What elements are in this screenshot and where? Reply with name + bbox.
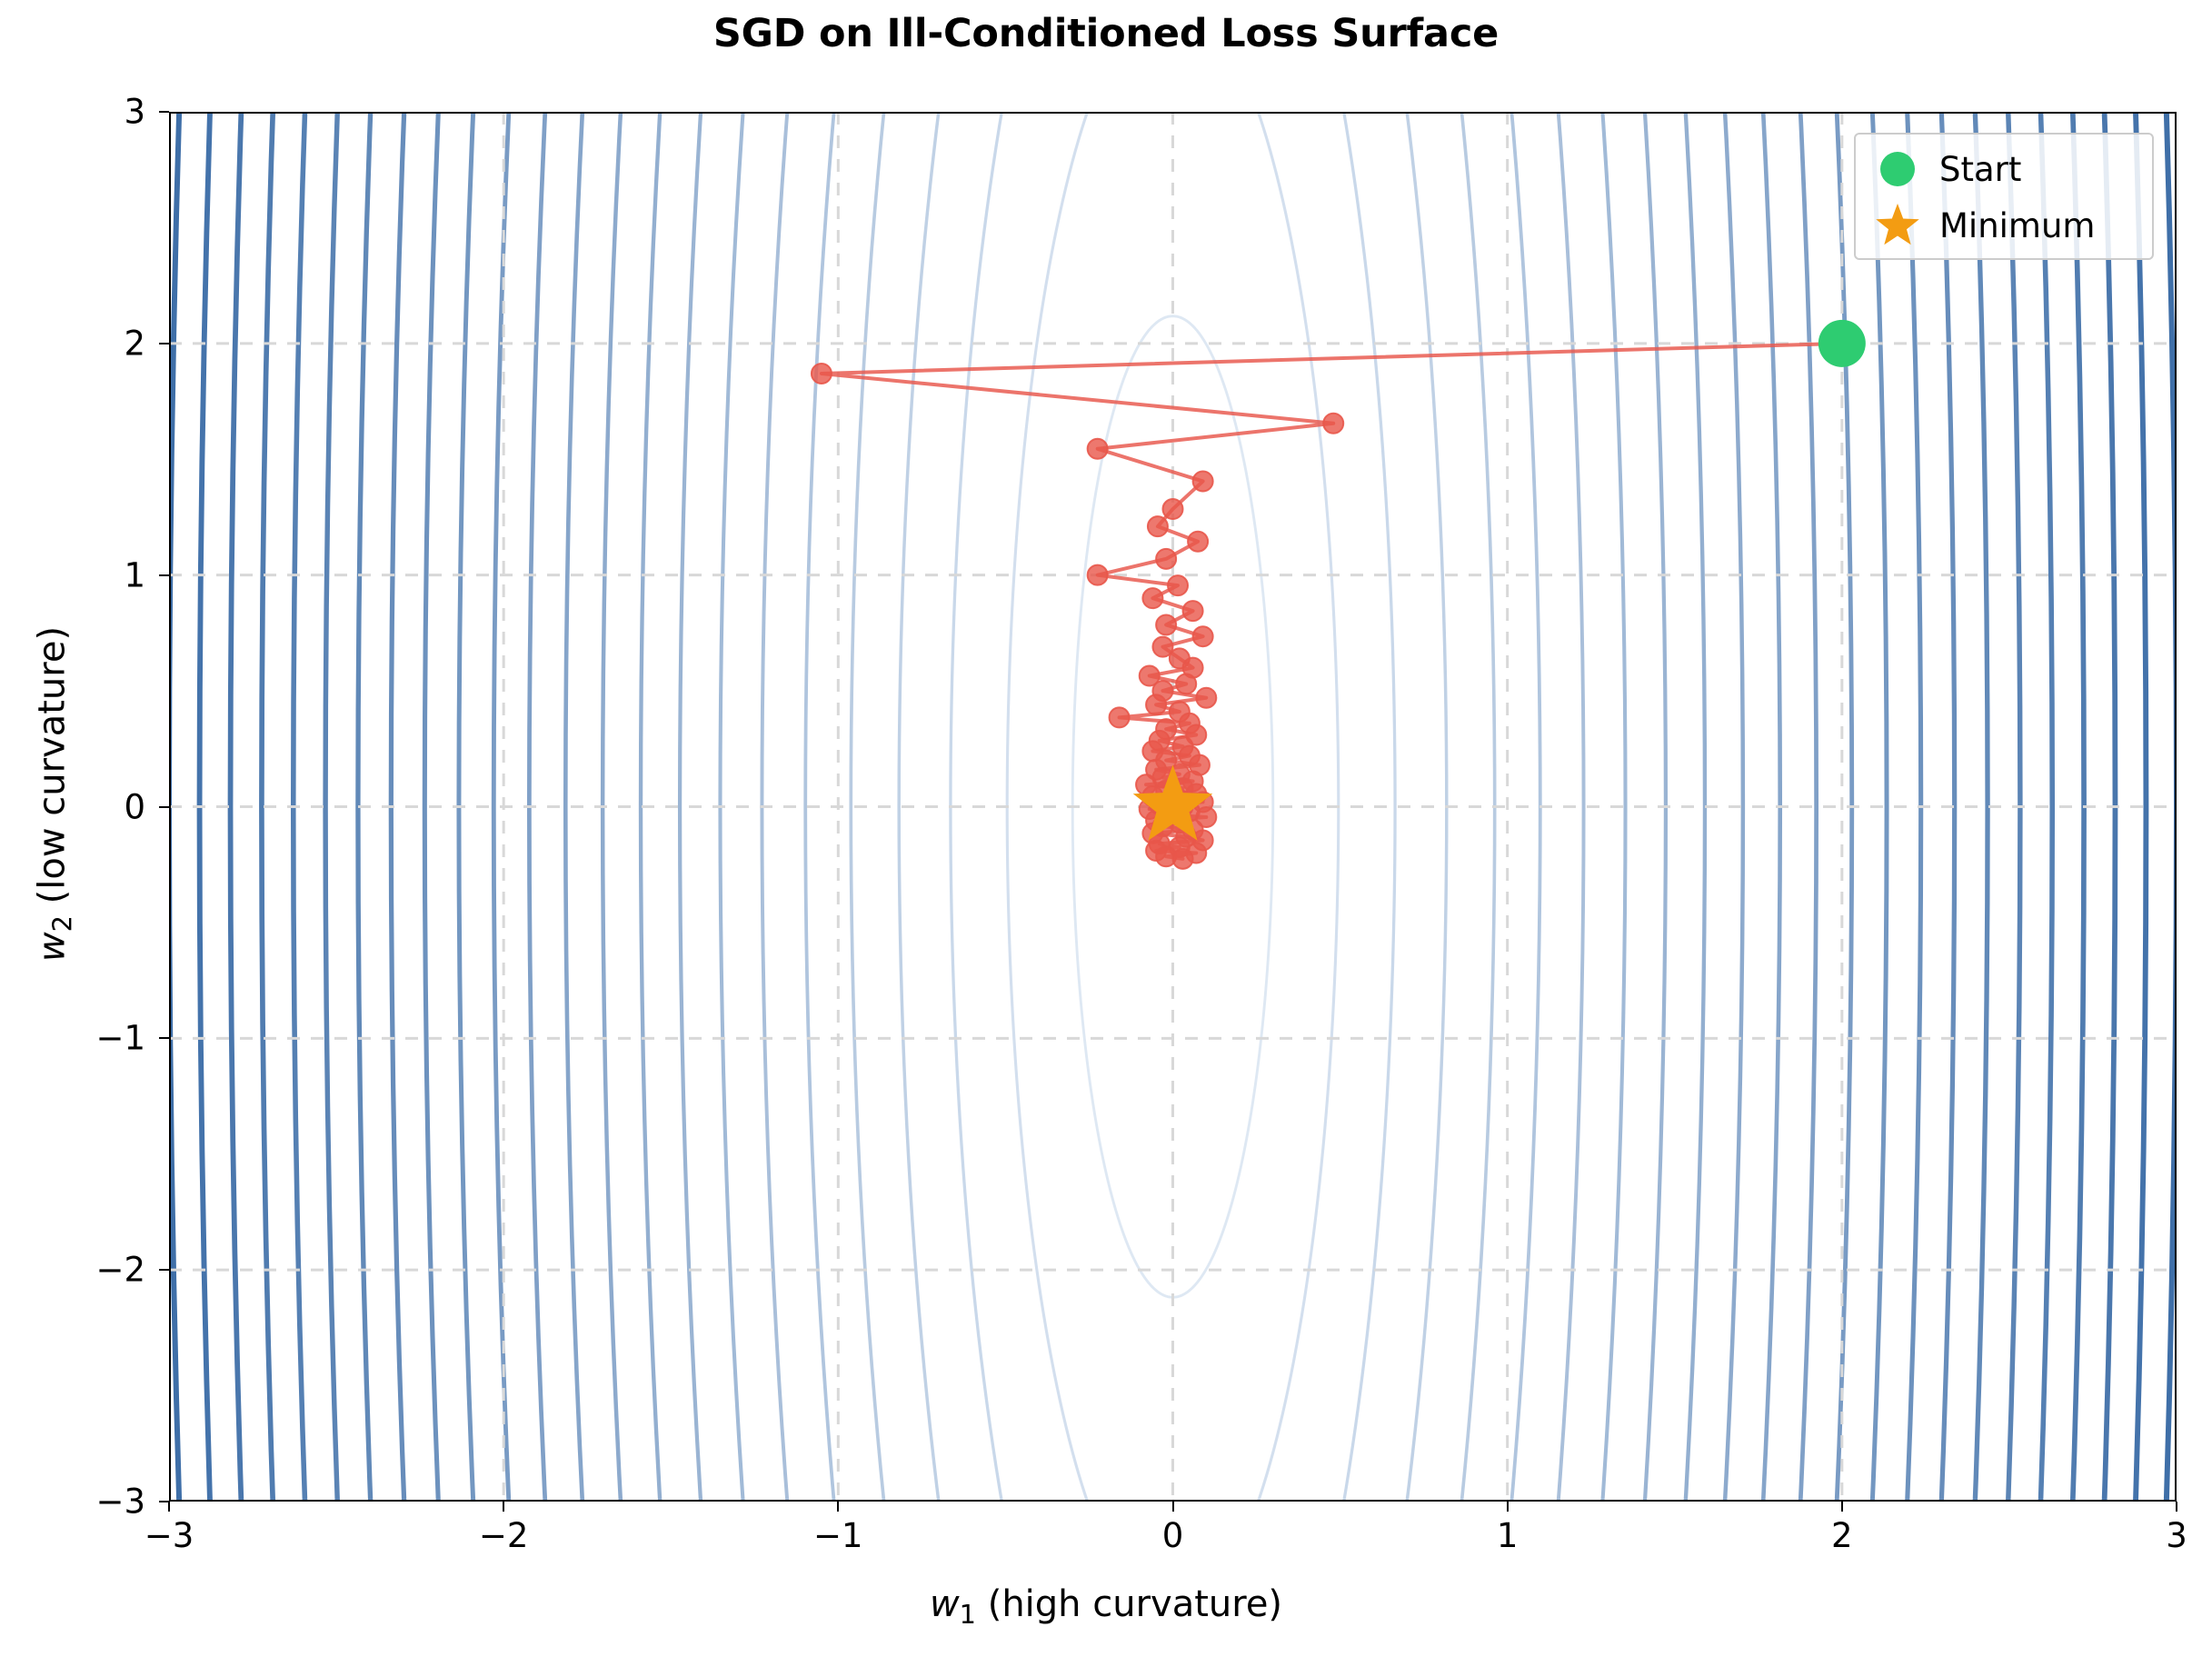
trajectory-point xyxy=(1161,498,1184,521)
x-tick-mark xyxy=(1171,1502,1174,1512)
x-tick-label: 3 xyxy=(2166,1516,2187,1555)
y-tick-label: 1 xyxy=(124,555,145,595)
start-point-marker[interactable] xyxy=(1818,319,1866,367)
trajectory-point xyxy=(1155,547,1178,570)
x-tick-label: 0 xyxy=(1161,1516,1184,1555)
page-title: SGD on Ill-Conditioned Loss Surface xyxy=(712,11,1500,56)
y-tick-mark xyxy=(159,342,169,344)
plot-area xyxy=(169,112,2177,1502)
legend: Start Minimum xyxy=(1854,133,2154,260)
start-marker-icon xyxy=(1856,152,1939,186)
plot-svg xyxy=(169,112,2177,1502)
y-tick-label: 2 xyxy=(124,324,145,364)
y-axis-label-rest: (low curvature) xyxy=(31,625,74,916)
x-axis-label: w1 (high curvature) xyxy=(0,1583,2212,1630)
y-axis-label-subscript: 2 xyxy=(46,915,78,933)
legend-item-start: Start xyxy=(1856,142,2156,196)
trajectory-point xyxy=(1187,530,1210,553)
contour-level-9 xyxy=(677,112,1669,1502)
contour-level-19 xyxy=(323,112,2023,1502)
trajectory-point xyxy=(1191,625,1214,648)
trajectory-point xyxy=(1195,686,1218,709)
y-tick-label: −1 xyxy=(95,1018,145,1058)
contour-level-21 xyxy=(259,112,2087,1502)
trajectory-point xyxy=(1086,437,1109,460)
contour-level-10 xyxy=(638,112,1708,1502)
trajectory-point xyxy=(1191,470,1214,493)
trajectory-point xyxy=(1322,412,1345,434)
trajectory-point xyxy=(1146,515,1169,538)
legend-label-start: Start xyxy=(1939,149,2022,189)
y-tick-mark xyxy=(159,111,169,113)
x-axis-label-rest: (high curvature) xyxy=(976,1583,1283,1625)
trajectory-point xyxy=(1151,635,1174,658)
x-tick-label: −2 xyxy=(478,1516,529,1555)
contour-level-6 xyxy=(803,112,1542,1502)
y-tick-label: −3 xyxy=(95,1482,145,1522)
x-tick-label: −3 xyxy=(144,1516,194,1555)
contour-level-14 xyxy=(491,112,1855,1502)
trajectory-point xyxy=(1145,694,1168,716)
y-tick-mark xyxy=(159,574,169,576)
trajectory-point xyxy=(1181,600,1204,623)
trajectory-point xyxy=(1086,564,1109,586)
x-tick-label: 2 xyxy=(1831,1516,1853,1555)
x-tick-label: −1 xyxy=(813,1516,863,1555)
x-tick-label: 1 xyxy=(1496,1516,1519,1555)
contour-level-4 xyxy=(897,112,1449,1502)
minimum-star-icon xyxy=(1856,202,1939,249)
trajectory-point xyxy=(1195,805,1218,828)
y-tick-label: 0 xyxy=(124,787,145,826)
legend-item-minimum: Minimum xyxy=(1856,198,2156,253)
minimum-star-marker[interactable] xyxy=(1132,764,1213,841)
trajectory-point xyxy=(810,362,832,384)
trajectory-point xyxy=(1138,664,1161,687)
trajectory-point xyxy=(1171,847,1194,870)
y-tick-label: 3 xyxy=(124,92,145,132)
y-tick-mark xyxy=(159,1037,169,1040)
contour-level-18 xyxy=(355,112,1990,1502)
trajectory-point xyxy=(1155,614,1178,636)
x-axis-label-subscript: 1 xyxy=(959,1599,976,1631)
trajectory-point xyxy=(1167,574,1190,597)
trajectory-point xyxy=(1108,706,1131,729)
x-tick-mark xyxy=(837,1502,840,1512)
x-tick-mark xyxy=(503,1502,505,1512)
y-tick-mark xyxy=(159,1501,169,1502)
x-axis-label-variable: w xyxy=(929,1583,960,1625)
trajectory-point xyxy=(1141,587,1164,610)
legend-label-minimum: Minimum xyxy=(1939,205,2096,245)
y-tick-label: −2 xyxy=(95,1250,145,1290)
x-tick-mark xyxy=(1840,1502,1843,1512)
x-tick-mark xyxy=(168,1502,170,1512)
x-tick-mark xyxy=(2176,1502,2177,1512)
trajectory-point xyxy=(1175,673,1198,695)
y-tick-mark xyxy=(159,1269,169,1272)
contour-level-22 xyxy=(227,112,2118,1502)
legend-star-glyph xyxy=(1876,204,1919,245)
y-axis-label-variable: w xyxy=(31,932,74,963)
contour-level-16 xyxy=(422,112,1924,1502)
y-tick-mark xyxy=(159,805,169,808)
contour-level-5 xyxy=(849,112,1497,1502)
x-tick-mark xyxy=(1506,1502,1509,1512)
contour-level-12 xyxy=(563,112,1783,1502)
